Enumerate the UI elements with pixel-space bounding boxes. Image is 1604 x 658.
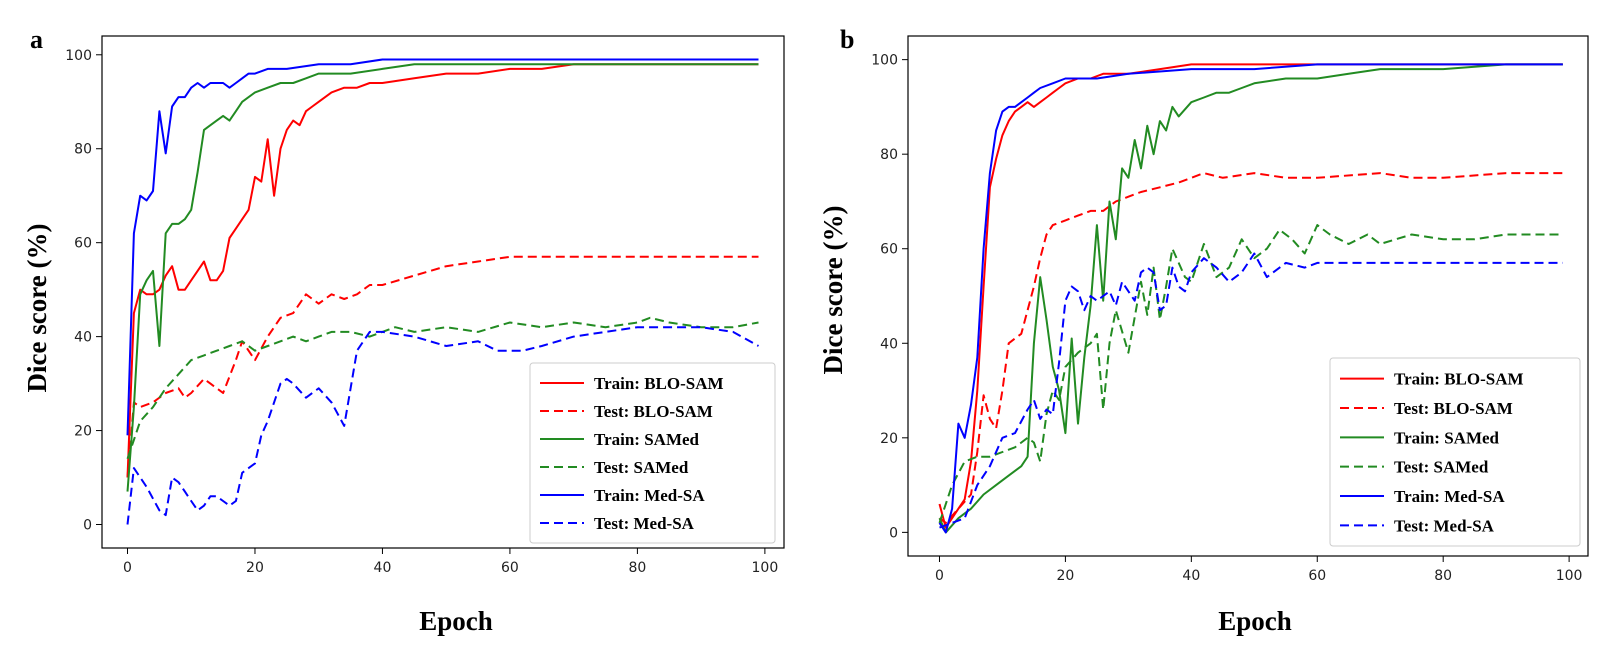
legend-label: Train: Med-SA bbox=[594, 486, 705, 505]
y-tick-label: 60 bbox=[880, 242, 898, 258]
x-tick-label: 0 bbox=[123, 560, 132, 576]
legend-label: Test: Med-SA bbox=[594, 514, 695, 533]
legend-label: Test: SAMed bbox=[1394, 458, 1489, 477]
plot-frame bbox=[907, 35, 1589, 557]
axes-ticks: 0 20 40 60 80 100 0 20 40 60 80 100 bbox=[871, 53, 1582, 584]
panel-a: a Epoch Dice score (%) 0 20 40 60 80 100 0 20 40… bbox=[22, 25, 785, 636]
y-tick-label: 100 bbox=[65, 48, 92, 64]
series-line-test-samed bbox=[938, 224, 1563, 524]
x-tick-label: 20 bbox=[1056, 568, 1074, 584]
y-tick-label: 60 bbox=[74, 236, 92, 252]
panel-b: b Epoch Dice score (%) 0 20 40 60 80 100 0 20 40… bbox=[818, 25, 1589, 636]
y-tick-label: 40 bbox=[880, 336, 898, 352]
legend-label: Train: Med-SA bbox=[1394, 487, 1505, 506]
series-lines bbox=[938, 63, 1563, 534]
series-line-test-blo-sam bbox=[938, 172, 1563, 524]
x-tick-label: 60 bbox=[1308, 568, 1326, 584]
series-line-test-blo-sam bbox=[126, 255, 759, 478]
legend-label: Test: BLO-SAM bbox=[1394, 399, 1513, 418]
panel-label: b bbox=[840, 25, 854, 54]
y-tick-label: 0 bbox=[889, 525, 898, 541]
x-tick-label: 40 bbox=[374, 560, 392, 576]
legend-label: Test: SAMed bbox=[594, 458, 689, 477]
series-line-train-samed bbox=[938, 63, 1563, 534]
legend-label: Test: Med-SA bbox=[1394, 516, 1495, 535]
x-tick-label: 80 bbox=[1434, 568, 1452, 584]
series-line-train-med-sa bbox=[126, 58, 759, 436]
x-tick-label: 80 bbox=[628, 560, 646, 576]
series-line-train-blo-sam bbox=[126, 63, 759, 478]
legend-label: Train: SAMed bbox=[1394, 428, 1500, 447]
y-tick-label: 20 bbox=[880, 431, 898, 447]
legend-label: Train: SAMed bbox=[594, 430, 700, 449]
x-tick-label: 60 bbox=[501, 560, 519, 576]
legend-label: Train: BLO-SAM bbox=[594, 374, 724, 393]
x-tick-label: 100 bbox=[1556, 568, 1583, 584]
y-tick-label: 100 bbox=[871, 53, 898, 69]
y-axis-label: Dice score (%) bbox=[818, 206, 848, 375]
series-line-train-med-sa bbox=[938, 63, 1563, 534]
axes-ticks: 0 20 40 60 80 100 0 20 40 60 80 100 bbox=[65, 48, 778, 576]
x-axis-label: Epoch bbox=[1218, 606, 1292, 636]
legend: Train: BLO-SAM Test: BLO-SAM Train: SAMed T… bbox=[529, 362, 776, 544]
x-tick-label: 20 bbox=[246, 560, 264, 576]
series-line-test-samed bbox=[126, 316, 759, 460]
x-tick-label: 100 bbox=[752, 560, 779, 576]
y-tick-label: 40 bbox=[74, 330, 92, 346]
panel-label: a bbox=[30, 25, 43, 54]
x-tick-label: 0 bbox=[935, 568, 944, 584]
legend-box bbox=[1329, 357, 1581, 547]
y-tick-label: 80 bbox=[880, 147, 898, 163]
legend-box bbox=[529, 362, 776, 544]
series-line-test-med-sa bbox=[126, 326, 759, 525]
y-axis-label: Dice score (%) bbox=[22, 224, 52, 393]
y-tick-label: 0 bbox=[83, 518, 92, 534]
x-tick-label: 40 bbox=[1182, 568, 1200, 584]
plot-frame bbox=[101, 35, 785, 549]
series-lines bbox=[126, 58, 759, 525]
y-tick-label: 20 bbox=[74, 424, 92, 440]
x-axis-label: Epoch bbox=[419, 606, 493, 636]
series-line-train-samed bbox=[126, 63, 759, 492]
series-line-train-blo-sam bbox=[938, 63, 1563, 529]
legend-label: Train: BLO-SAM bbox=[1394, 370, 1524, 389]
legend-label: Test: BLO-SAM bbox=[594, 402, 713, 421]
legend: Train: BLO-SAM Test: BLO-SAM Train: SAMed T… bbox=[1329, 357, 1581, 547]
y-tick-label: 80 bbox=[74, 142, 92, 158]
